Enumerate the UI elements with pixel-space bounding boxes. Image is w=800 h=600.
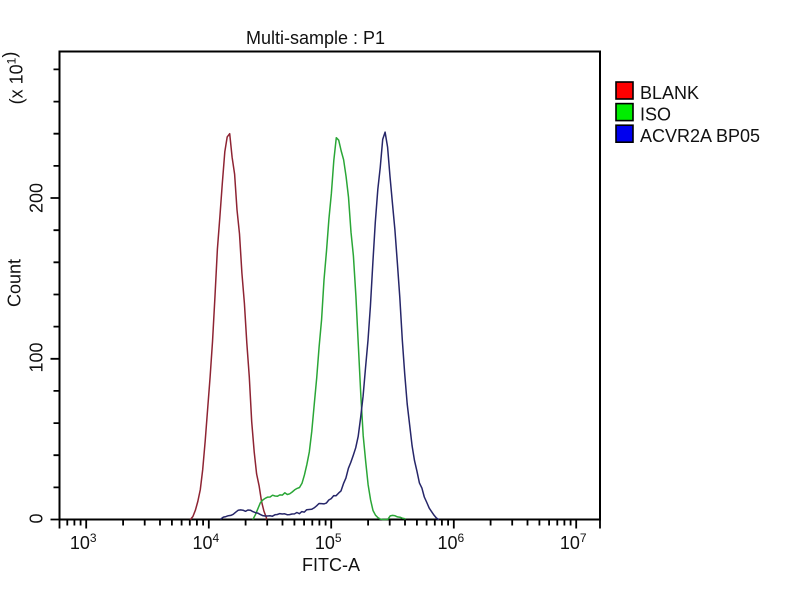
svg-text:BLANK: BLANK: [640, 83, 699, 103]
svg-text:Count: Count: [5, 259, 25, 307]
svg-text:0: 0: [27, 513, 47, 523]
svg-text:200: 200: [27, 183, 47, 213]
svg-text:Multi-sample : P1: Multi-sample : P1: [246, 28, 385, 48]
svg-text:ISO: ISO: [640, 105, 671, 125]
svg-text:FITC-A: FITC-A: [302, 555, 360, 575]
svg-text:ACVR2A BP05: ACVR2A BP05: [640, 126, 760, 146]
svg-text:100: 100: [27, 342, 47, 372]
